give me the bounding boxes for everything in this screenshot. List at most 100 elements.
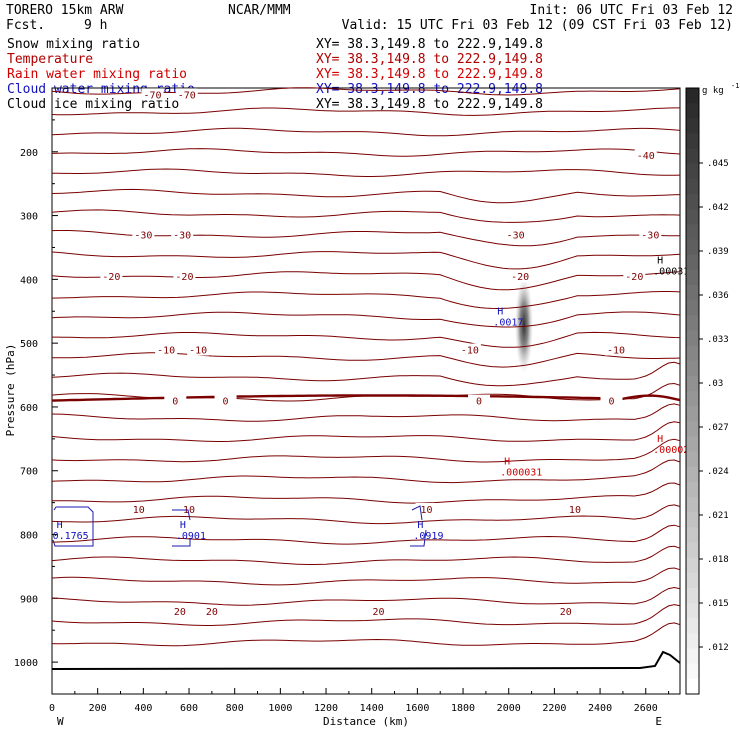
x-tick-label: 1000: [268, 703, 292, 714]
colorbar-tick-label: .03: [707, 379, 723, 389]
temperature-contour-line: [51, 291, 681, 310]
colorbar-swatch: [686, 542, 699, 559]
x-tick-label: 400: [134, 703, 152, 714]
valid-time: Valid: 15 UTC Fri 03 Feb 12 (09 CST Fri …: [342, 18, 733, 33]
temperature-contour-line: [51, 251, 681, 270]
colorbar-swatch: [686, 603, 699, 619]
contour-label: -30: [173, 231, 191, 242]
temperature-contour-line: [51, 230, 680, 247]
extrema-markers: H.00031H.0017H.00002H.000031H0.1765H.090…: [53, 255, 690, 542]
contour-label: -10: [607, 346, 625, 357]
contour-label: 10: [569, 505, 581, 516]
colorbar-swatch: [686, 269, 699, 286]
colorbar-tick-label: .024: [707, 467, 729, 477]
contour-label-background: [554, 605, 577, 618]
colorbar-swatch: [686, 436, 699, 453]
colorbar-frame: [685, 87, 700, 695]
plot-frame: [51, 87, 681, 695]
colorbar-swatch: [686, 315, 699, 331]
header: TORERO 15km ARW NCAR/MMM Init: 06 UTC Fr…: [6, 3, 733, 33]
colorbar-unit-exponent: -1: [731, 82, 739, 90]
cloud-water-contour-1600km: [410, 505, 427, 547]
cloud-ice-shading: [515, 277, 533, 373]
colorbar-tick-label: .027: [707, 423, 729, 433]
temperature-contour-line: [51, 209, 681, 223]
contour-label-background: [468, 394, 491, 407]
temperature-contour-line: [51, 127, 681, 137]
colorbar-swatch: [686, 633, 699, 650]
colorbar-swatch: [686, 224, 699, 240]
y-axis: 200 300 400 500 600 700 800 900 1000: [14, 119, 58, 695]
y-tick-label: 600: [20, 403, 38, 414]
colorbar-tick-label: .033: [707, 335, 729, 345]
colorbar-swatch: [686, 678, 699, 695]
contour-label-background: [141, 88, 164, 101]
extremum-mark: H: [497, 306, 503, 317]
temperature-contour-line: [52, 331, 681, 348]
contour-label: 0: [223, 397, 229, 408]
x-tick-label: 0: [49, 703, 55, 714]
y-axis-label: Pressure (hPa): [4, 344, 17, 437]
colorbar-swatch: [686, 421, 699, 437]
field-xy-range: XY= 38.3,149.8 to 222.9,149.8: [316, 67, 543, 82]
forecast-label: Fcst.: [6, 18, 45, 33]
contour-label-background: [605, 343, 628, 356]
y-tick-label: 700: [20, 467, 38, 478]
contour-label: -10: [461, 346, 479, 357]
field-xy-range: XY= 38.3,149.8 to 222.9,149.8: [316, 37, 543, 52]
forecast-hours: 9 h: [84, 18, 107, 33]
extremum-mark: H: [504, 456, 510, 467]
colorbar-swatch: [686, 194, 699, 210]
temperature-contour-line: [51, 421, 681, 442]
colorbar-swatch: [686, 133, 699, 150]
colorbar-swatch: [686, 178, 699, 195]
colorbar-swatch: [686, 527, 699, 543]
contour-label-background: [639, 228, 662, 241]
contour-label-background: [132, 228, 155, 241]
x-tick-label: 2600: [634, 703, 658, 714]
colorbar-swatch: [686, 512, 699, 528]
colorbar-swatch: [686, 663, 699, 680]
field-name: Rain water mixing ratio: [7, 67, 187, 82]
colorbar-swatch: [686, 254, 699, 271]
model-title: TORERO 15km ARW: [6, 3, 124, 18]
extremum-value: .0919: [413, 531, 443, 542]
colorbar-tick-label: .036: [707, 291, 729, 301]
temperature-contour-line: [51, 586, 681, 606]
extremum-mark: H: [57, 520, 63, 531]
colorbar-swatch: [686, 345, 699, 362]
field-list: Snow mixing ratio XY= 38.3,149.8 to 222.9…: [7, 37, 543, 112]
temperature-contour-line: [51, 107, 680, 116]
x-tick-label: 2200: [542, 703, 566, 714]
temperature-contour-line: [51, 482, 681, 504]
terrain-surface: [51, 650, 681, 670]
colorbar-tick-label: .021: [707, 511, 729, 521]
contour-label-background: [187, 343, 210, 356]
colorbar-swatch: [686, 497, 699, 513]
temperature-contour-labels: -70 -70 -40 -30 -30 -30 -30 -20 -20 -20 -20 -10 -10 -…: [100, 88, 662, 618]
temperature-contours: [51, 87, 681, 647]
contour-label-background: [175, 88, 198, 101]
y-tick-label: 400: [20, 275, 38, 286]
contour-label: 0: [608, 397, 614, 408]
freezing-level-contour: [51, 394, 681, 402]
cloud-water-contour-west: [52, 506, 94, 547]
contour-label: 10: [133, 505, 145, 516]
contour-label-background: [367, 605, 390, 618]
contour-label: -20: [175, 272, 193, 283]
temperature-contour-line: [51, 459, 681, 484]
extremum-value: .000031: [500, 467, 542, 478]
x-tick-label: 2000: [497, 703, 521, 714]
colorbar-swatch: [686, 391, 699, 407]
contour-label-background: [623, 270, 646, 283]
colorbar-swatch: [686, 239, 699, 256]
contour-label: 10: [420, 505, 432, 516]
colorbar-tick-label: .042: [707, 203, 729, 213]
cloud-water-contour-600km: [172, 509, 191, 547]
colorbar-swatch: [686, 300, 699, 316]
temperature-contour-line: [51, 545, 681, 565]
extremum-mark: H: [657, 434, 663, 445]
x-tick-label: 800: [226, 703, 244, 714]
contour-label-background: [127, 503, 150, 516]
